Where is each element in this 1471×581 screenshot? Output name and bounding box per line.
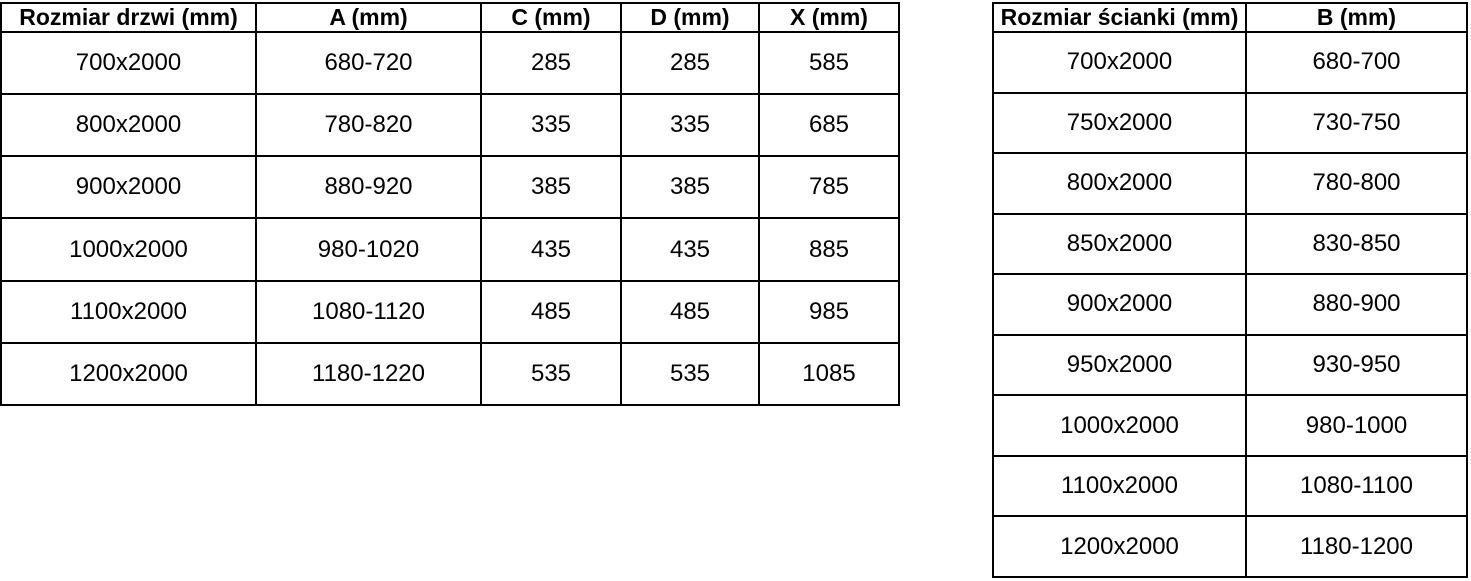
table-cell: 335 (620, 93, 760, 158)
table-cell: 385 (480, 155, 622, 220)
table-cell: 680-700 (1245, 31, 1468, 94)
table-cell: 1100x2000 (992, 454, 1247, 518)
table-cell: 485 (480, 279, 622, 344)
table-cell: 780-800 (1245, 152, 1468, 215)
table-row: 900x2000 880-900 (992, 273, 1468, 336)
table-row: 1100x2000 1080-1100 (992, 454, 1468, 518)
table-row: 950x2000 930-950 (992, 333, 1468, 397)
table-row: 1200x2000 1180-1220 535 535 1085 (0, 341, 900, 407)
table-row: 850x2000 830-850 (992, 212, 1468, 276)
table-cell: 850x2000 (992, 212, 1247, 276)
column-header: D (mm) (620, 2, 760, 33)
table-cell: 680-720 (255, 30, 482, 96)
table-cell: 1180-1200 (1245, 515, 1468, 578)
table-cell: 285 (620, 30, 760, 96)
table-cell: 980-1020 (255, 217, 482, 282)
table-cell: 535 (620, 341, 760, 407)
table-cell: 985 (758, 279, 900, 344)
table-cell: 900x2000 (0, 155, 257, 220)
header-row: Rozmiar drzwi (mm) A (mm) C (mm) D (mm) X (m… (0, 2, 900, 33)
column-header: Rozmiar ścianki (mm) (992, 2, 1247, 33)
table-cell: 730-750 (1245, 91, 1468, 155)
table-cell: 535 (480, 341, 622, 407)
table-cell: 1000x2000 (0, 217, 257, 282)
header-row: Rozmiar ścianki (mm) B (mm) (992, 2, 1468, 33)
door-sizes-table-head: Rozmiar drzwi (mm) A (mm) C (mm) D (mm) X (m… (0, 2, 900, 33)
table-cell: 435 (480, 217, 622, 282)
table-row: 800x2000 780-800 (992, 152, 1468, 215)
door-sizes-table-body: 700x2000 680-720 285 285 585 800x2000 780-820 3… (0, 30, 900, 407)
table-cell: 485 (620, 279, 760, 344)
table-cell: 585 (758, 30, 900, 96)
wall-panel-sizes-table-body: 700x2000 680-700 750x2000 730-750 800x2000 78… (992, 31, 1468, 578)
table-cell: 435 (620, 217, 760, 282)
table-cell: 785 (758, 155, 900, 220)
table-cell: 1085 (758, 341, 900, 407)
table-cell: 830-850 (1245, 212, 1468, 276)
door-sizes-table: Rozmiar drzwi (mm) A (mm) C (mm) D (mm) X (m… (0, 2, 900, 407)
column-header: C (mm) (480, 2, 622, 33)
table-cell: 885 (758, 217, 900, 282)
table-cell: 385 (620, 155, 760, 220)
wall-panel-sizes-table: Rozmiar ścianki (mm) B (mm) 700x2000 680-7… (992, 2, 1468, 578)
table-cell: 980-1000 (1245, 394, 1468, 457)
table-row: 900x2000 880-920 385 385 785 (0, 155, 900, 220)
table-cell: 685 (758, 93, 900, 158)
table-cell: 880-900 (1245, 273, 1468, 336)
table-cell: 700x2000 (992, 31, 1247, 94)
table-cell: 780-820 (255, 93, 482, 158)
table-cell: 700x2000 (0, 30, 257, 96)
table-cell: 930-950 (1245, 333, 1468, 397)
table-cell: 950x2000 (992, 333, 1247, 397)
wall-panel-sizes-table-head: Rozmiar ścianki (mm) B (mm) (992, 2, 1468, 33)
table-cell: 1200x2000 (992, 515, 1247, 578)
table-row: 750x2000 730-750 (992, 91, 1468, 155)
table-cell: 1080-1100 (1245, 454, 1468, 518)
column-header: B (mm) (1245, 2, 1468, 33)
table-cell: 1180-1220 (255, 341, 482, 407)
table-cell: 800x2000 (0, 93, 257, 158)
table-cell: 1100x2000 (0, 279, 257, 344)
table-row: 700x2000 680-700 (992, 31, 1468, 94)
table-cell: 880-920 (255, 155, 482, 220)
table-row: 1200x2000 1180-1200 (992, 515, 1468, 578)
table-row: 1100x2000 1080-1120 485 485 985 (0, 279, 900, 344)
table-cell: 900x2000 (992, 273, 1247, 336)
column-header: X (mm) (758, 2, 900, 33)
table-cell: 800x2000 (992, 152, 1247, 215)
column-header: Rozmiar drzwi (mm) (0, 2, 257, 33)
table-cell: 335 (480, 93, 622, 158)
table-row: 700x2000 680-720 285 285 585 (0, 30, 900, 96)
table-cell: 1000x2000 (992, 394, 1247, 457)
table-row: 1000x2000 980-1020 435 435 885 (0, 217, 900, 282)
table-row: 1000x2000 980-1000 (992, 394, 1468, 457)
table-cell: 1080-1120 (255, 279, 482, 344)
table-cell: 1200x2000 (0, 341, 257, 407)
table-row: 800x2000 780-820 335 335 685 (0, 93, 900, 158)
table-cell: 285 (480, 30, 622, 96)
column-header: A (mm) (255, 2, 482, 33)
table-cell: 750x2000 (992, 91, 1247, 155)
